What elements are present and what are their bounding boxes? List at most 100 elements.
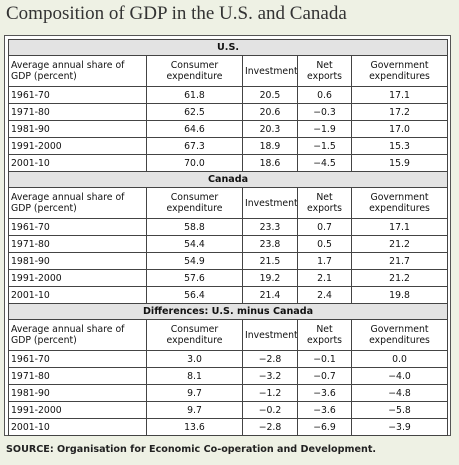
table-row: 1971-80 62.5 20.6 −0.3 17.2 (8, 103, 449, 121)
column-header-row: Average annual share of GDP (percent) Con… (8, 187, 449, 219)
value-cell: −0.3 (297, 103, 352, 121)
value-cell: 18.9 (242, 137, 298, 155)
column-header: Net exports (297, 319, 352, 351)
value-cell: 0.6 (297, 86, 352, 104)
value-cell: 9.7 (146, 384, 243, 402)
period-cell: 1961-70 (8, 86, 147, 104)
column-header: Investment (242, 187, 298, 219)
value-cell: 56.4 (146, 286, 243, 304)
value-cell: 64.6 (146, 120, 243, 138)
value-cell: 21.7 (350, 252, 449, 270)
value-cell: 19.2 (242, 269, 298, 287)
value-cell: 18.6 (242, 154, 298, 172)
value-cell: 13.6 (146, 418, 243, 436)
value-cell: 2.4 (297, 286, 352, 304)
period-cell: 1981-90 (8, 120, 147, 138)
table-row: 1991-2000 57.6 19.2 2.1 21.2 (8, 269, 449, 287)
value-cell: −3.2 (242, 367, 298, 385)
table-row: 1991-2000 67.3 18.9 −1.5 15.3 (8, 137, 449, 155)
value-cell: −0.1 (297, 350, 352, 368)
column-header: Government expenditures (350, 187, 449, 219)
period-cell: 2001-10 (8, 154, 147, 172)
value-cell: −3.6 (297, 384, 352, 402)
value-cell: 9.7 (146, 401, 243, 419)
value-cell: −4.0 (350, 367, 449, 385)
value-cell: 57.6 (146, 269, 243, 287)
value-cell: −4.5 (297, 154, 352, 172)
value-cell: 15.9 (350, 154, 449, 172)
column-header: Net exports (297, 187, 352, 219)
value-cell: 15.3 (350, 137, 449, 155)
period-cell: 1991-2000 (8, 269, 147, 287)
value-cell: 21.2 (350, 269, 449, 287)
row-header-label: Average annual share of GDP (percent) (8, 187, 147, 219)
section-header-row: Canada (7, 171, 449, 188)
value-cell: −1.2 (242, 384, 298, 402)
chart-title: Composition of GDP in the U.S. and Canad… (6, 3, 347, 24)
column-header: Investment (242, 55, 298, 87)
gdp-table: U.S. Average annual share of GDP (percent… (7, 39, 449, 436)
value-cell: 0.7 (297, 218, 352, 236)
column-header: Government expenditures (350, 319, 449, 351)
period-cell: 1971-80 (8, 235, 147, 253)
value-cell: 58.8 (146, 218, 243, 236)
value-cell: 17.0 (350, 120, 449, 138)
section-header-row: Differences: U.S. minus Canada (7, 303, 449, 320)
period-cell: 2001-10 (8, 286, 147, 304)
row-header-label: Average annual share of GDP (percent) (8, 55, 147, 87)
period-cell: 1971-80 (8, 103, 147, 121)
value-cell: 17.1 (350, 218, 449, 236)
value-cell: 17.2 (350, 103, 449, 121)
value-cell: 0.0 (350, 350, 449, 368)
period-cell: 1961-70 (8, 350, 147, 368)
table-row: 2001-10 56.4 21.4 2.4 19.8 (8, 286, 449, 304)
period-cell: 1981-90 (8, 384, 147, 402)
column-header: Investment (242, 319, 298, 351)
table-row: 2001-10 13.6 −2.8 −6.9 −3.9 (8, 418, 449, 436)
period-cell: 1981-90 (8, 252, 147, 270)
value-cell: 20.6 (242, 103, 298, 121)
period-cell: 2001-10 (8, 418, 147, 436)
value-cell: 23.8 (242, 235, 298, 253)
table-row: 1981-90 54.9 21.5 1.7 21.7 (8, 252, 449, 270)
value-cell: 54.4 (146, 235, 243, 253)
value-cell: −1.9 (297, 120, 352, 138)
value-cell: 20.3 (242, 120, 298, 138)
period-cell: 1991-2000 (8, 401, 147, 419)
value-cell: 67.3 (146, 137, 243, 155)
section-header-row: U.S. (7, 39, 449, 56)
source-note: SOURCE: Organisation for Economic Co-ope… (6, 444, 377, 455)
value-cell: −4.8 (350, 384, 449, 402)
table-row: 2001-10 70.0 18.6 −4.5 15.9 (8, 154, 449, 172)
column-header: Consumer expenditure (146, 55, 243, 87)
column-header-row: Average annual share of GDP (percent) Con… (8, 319, 449, 351)
value-cell: 17.1 (350, 86, 449, 104)
value-cell: −0.2 (242, 401, 298, 419)
value-cell: 23.3 (242, 218, 298, 236)
value-cell: 2.1 (297, 269, 352, 287)
value-cell: −3.6 (297, 401, 352, 419)
column-header: Consumer expenditure (146, 187, 243, 219)
section-title: Differences: U.S. minus Canada (7, 303, 449, 320)
section-title: U.S. (7, 39, 449, 56)
value-cell: 19.8 (350, 286, 449, 304)
table-row: 1961-70 3.0 −2.8 −0.1 0.0 (8, 350, 449, 368)
section-title: Canada (7, 171, 449, 188)
row-header-label: Average annual share of GDP (percent) (8, 319, 147, 351)
value-cell: −0.7 (297, 367, 352, 385)
table-body: U.S. Average annual share of GDP (percent… (7, 39, 449, 436)
value-cell: 62.5 (146, 103, 243, 121)
table-row: 1981-90 64.6 20.3 −1.9 17.0 (8, 120, 449, 138)
table-row: 1971-80 8.1 −3.2 −0.7 −4.0 (8, 367, 449, 385)
table-row: 1971-80 54.4 23.8 0.5 21.2 (8, 235, 449, 253)
table-row: 1991-2000 9.7 −0.2 −3.6 −5.8 (8, 401, 449, 419)
value-cell: 70.0 (146, 154, 243, 172)
period-cell: 1991-2000 (8, 137, 147, 155)
value-cell: −2.8 (242, 350, 298, 368)
value-cell: −2.8 (242, 418, 298, 436)
value-cell: 54.9 (146, 252, 243, 270)
value-cell: 21.4 (242, 286, 298, 304)
value-cell: 21.2 (350, 235, 449, 253)
table-row: 1961-70 61.8 20.5 0.6 17.1 (8, 86, 449, 104)
period-cell: 1961-70 (8, 218, 147, 236)
